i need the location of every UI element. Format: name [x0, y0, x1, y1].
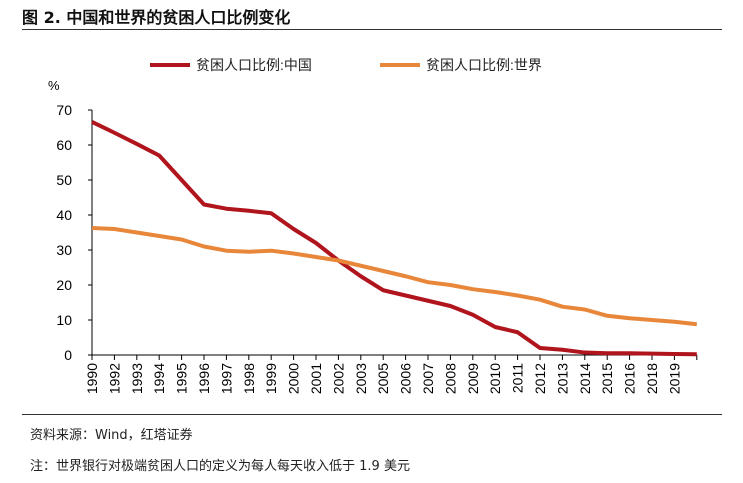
footnote: 注：世界银行对极端贫困人口的定义为每人每天收入低于 1.9 美元	[30, 459, 410, 474]
x-tick-label: 2009	[465, 363, 481, 394]
x-tick-label: 2016	[622, 363, 638, 394]
y-tick-label: 10	[56, 312, 72, 328]
x-tick-label: 2015	[599, 363, 615, 394]
x-tick-label: 2007	[420, 363, 436, 394]
y-tick-label: 0	[64, 347, 72, 363]
x-tick-label: 1994	[151, 363, 167, 394]
series-line-1	[91, 225, 698, 327]
line-chart: 0 10 20 30 40 50 60 70% 1990 1992 1993 1994 1995 1996…	[48, 57, 698, 394]
x-tick-label: 1995	[174, 363, 190, 394]
title-rule	[22, 29, 722, 30]
x-tick-label: 2003	[353, 363, 369, 394]
x-tick-label: 2006	[398, 363, 414, 394]
x-tick-label: 2018	[644, 363, 660, 394]
x-tick-label: 2001	[308, 363, 324, 394]
bottom-rule	[22, 414, 722, 415]
y-tick-label: 50	[56, 172, 72, 188]
source-note: 资料来源：Wind，红塔证券	[30, 428, 193, 443]
figure-title: 图 2. 中国和世界的贫困人口比例变化	[22, 8, 291, 27]
x-tick-label: 2011	[510, 363, 526, 393]
x-tick-label: 2013	[554, 363, 570, 394]
x-tick-label: 1990	[84, 363, 100, 394]
x-tick-label: 2000	[286, 363, 302, 394]
y-tick-label: 40	[56, 207, 72, 223]
legend-label-1: 贫困人口比例:世界	[426, 57, 542, 73]
y-tick-label: 30	[56, 242, 72, 258]
series-line-0	[91, 120, 697, 357]
x-tick-label: 2012	[532, 363, 548, 394]
x-tick-label: 1992	[106, 363, 122, 394]
y-tick-label: 70	[56, 102, 72, 118]
x-tick-label: 2010	[487, 363, 503, 394]
legend-label-0: 贫困人口比例:中国	[196, 57, 312, 73]
x-tick-label: 2019	[666, 363, 682, 394]
y-axis-unit: %	[48, 78, 60, 93]
x-tick-label: 2014	[577, 363, 593, 394]
y-tick-label: 60	[56, 137, 72, 153]
x-tick-label: 1998	[241, 363, 257, 394]
x-tick-label: 1993	[129, 363, 145, 394]
x-tick-label: 1996	[196, 363, 212, 394]
x-tick-label: 2008	[442, 363, 458, 394]
y-tick-label: 20	[56, 277, 72, 293]
x-tick-label: 2005	[375, 363, 391, 394]
x-tick-label: 1997	[218, 363, 234, 394]
x-tick-label: 2002	[330, 363, 346, 394]
x-tick-label: 1999	[263, 363, 279, 394]
